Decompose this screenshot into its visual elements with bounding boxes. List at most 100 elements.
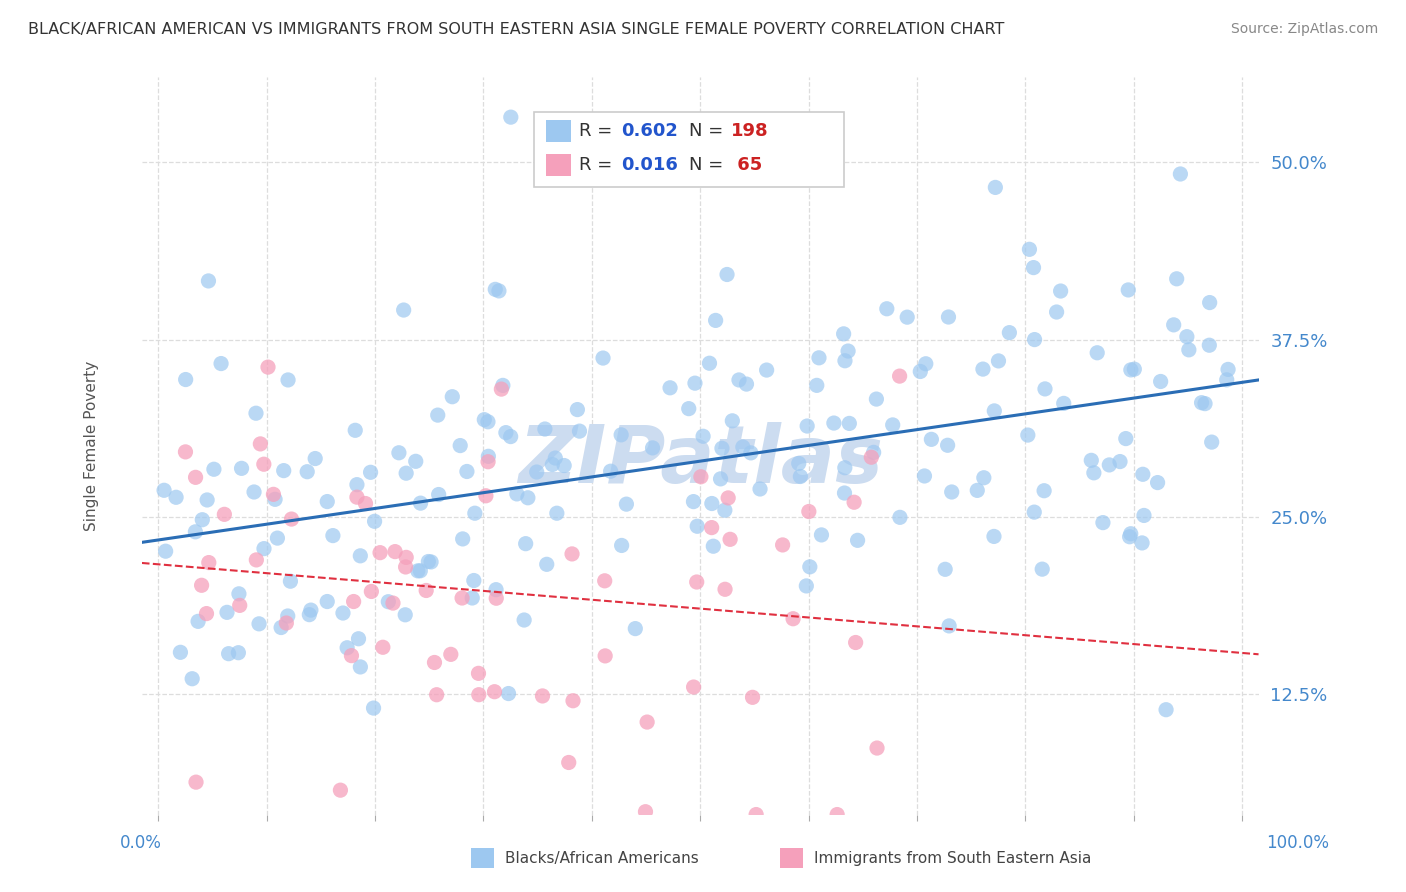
Point <box>914 357 936 371</box>
Point <box>745 807 768 822</box>
Point <box>451 532 474 546</box>
Point <box>983 529 1005 543</box>
Point <box>169 645 191 659</box>
Text: 0.0%: 0.0% <box>120 834 162 852</box>
Point <box>184 775 207 789</box>
Point <box>1115 432 1137 446</box>
Point <box>498 687 520 701</box>
Point <box>686 574 709 589</box>
Point <box>456 465 478 479</box>
Point <box>346 477 368 491</box>
Point <box>299 603 322 617</box>
Point <box>506 487 529 501</box>
Point <box>546 506 568 520</box>
Point <box>740 446 762 460</box>
Point <box>349 549 371 563</box>
Point <box>197 274 219 288</box>
Point <box>1119 526 1142 541</box>
Point <box>616 497 638 511</box>
Point <box>336 640 359 655</box>
Point <box>794 579 817 593</box>
Point <box>191 513 214 527</box>
Point <box>1024 333 1046 347</box>
Point <box>253 541 276 556</box>
Point <box>1091 516 1114 530</box>
Point <box>624 622 647 636</box>
Point <box>717 491 740 505</box>
Point <box>1216 362 1239 376</box>
Point <box>394 607 416 622</box>
Point <box>889 369 911 384</box>
Point <box>1170 167 1192 181</box>
Point <box>349 660 371 674</box>
Point <box>464 506 486 520</box>
Point <box>174 445 197 459</box>
Point <box>440 648 463 662</box>
Point <box>449 439 471 453</box>
Point <box>418 554 440 568</box>
Point <box>755 363 778 377</box>
Point <box>249 437 271 451</box>
Point <box>270 621 292 635</box>
Point <box>329 783 352 797</box>
Point <box>936 438 959 452</box>
Point <box>1123 362 1146 376</box>
Point <box>998 326 1021 340</box>
Point <box>568 424 591 438</box>
Point <box>1130 536 1153 550</box>
Point <box>1109 454 1132 468</box>
Point <box>420 555 443 569</box>
Point <box>409 496 432 510</box>
Point <box>983 404 1005 418</box>
Point <box>415 583 437 598</box>
Point <box>544 450 567 465</box>
Point <box>834 353 856 368</box>
Point <box>699 356 721 370</box>
Text: 65: 65 <box>731 156 762 174</box>
Point <box>692 429 714 443</box>
Point <box>477 450 499 464</box>
Point <box>371 640 394 655</box>
Point <box>1080 453 1102 467</box>
Point <box>1053 396 1076 410</box>
Point <box>682 494 704 508</box>
Point <box>165 491 187 505</box>
Point <box>934 562 956 576</box>
Point <box>1198 338 1220 352</box>
Point <box>384 544 406 558</box>
Text: 198: 198 <box>731 122 769 140</box>
Point <box>966 483 988 498</box>
Point <box>716 268 738 282</box>
Text: R =: R = <box>579 122 619 140</box>
Point <box>984 180 1007 194</box>
Point <box>499 429 522 443</box>
Point <box>316 594 339 608</box>
Point <box>526 465 548 479</box>
Point <box>938 310 960 324</box>
Point <box>709 472 731 486</box>
Point <box>702 539 724 553</box>
Point <box>1149 375 1171 389</box>
Point <box>228 599 250 613</box>
Point <box>343 594 366 608</box>
Point <box>360 584 382 599</box>
Point <box>731 440 754 454</box>
Point <box>1031 562 1053 576</box>
Point <box>787 457 810 471</box>
Point <box>298 607 321 622</box>
Point <box>721 414 744 428</box>
Point <box>567 402 589 417</box>
Point <box>187 615 209 629</box>
Point <box>860 450 883 465</box>
Point <box>368 546 391 560</box>
Point <box>1198 295 1220 310</box>
Point <box>477 415 499 429</box>
Point <box>346 490 368 504</box>
Point <box>488 284 510 298</box>
Point <box>1191 395 1213 409</box>
Point <box>1116 283 1139 297</box>
Point <box>610 427 633 442</box>
Point <box>1018 243 1040 257</box>
Point <box>782 612 804 626</box>
Point <box>710 442 733 456</box>
